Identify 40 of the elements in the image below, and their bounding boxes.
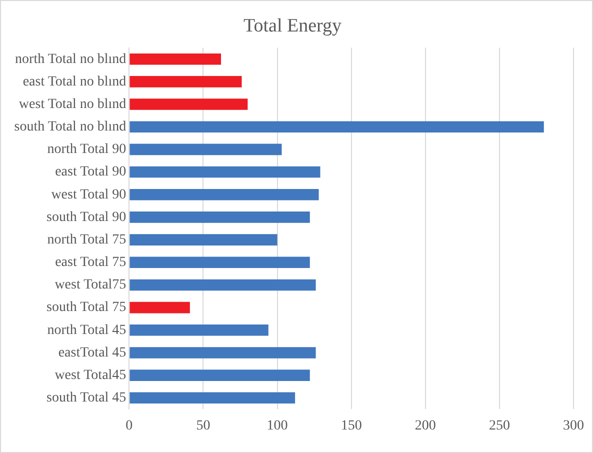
x-tick-label: 150 xyxy=(340,418,362,434)
y-tick-label: south Total no blınd xyxy=(14,120,126,135)
bar xyxy=(130,144,282,156)
bar xyxy=(130,53,222,65)
bar xyxy=(130,166,320,178)
y-tick-label: north Total no blınd xyxy=(15,52,126,67)
bar xyxy=(130,370,310,381)
bar xyxy=(130,324,268,336)
x-tick-label: 50 xyxy=(196,418,210,434)
y-tick-label: north Total 45 xyxy=(47,322,126,338)
y-tick-label: west Total no blınd xyxy=(18,96,126,112)
y-tick-label: south Total 45 xyxy=(46,390,126,406)
bar xyxy=(130,302,190,314)
bar xyxy=(130,212,310,223)
bar xyxy=(130,347,316,358)
bar xyxy=(130,188,319,200)
bar xyxy=(130,98,248,110)
bar xyxy=(130,256,310,268)
y-tick-label: east Total no blınd xyxy=(22,74,126,90)
x-tick-label: 300 xyxy=(563,418,584,434)
y-tick-label: south Total 90 xyxy=(46,210,126,225)
y-tick-label: west Total75 xyxy=(54,278,126,293)
y-tick-label: east Total 90 xyxy=(55,164,126,180)
bar xyxy=(130,121,544,133)
x-tick-label: 100 xyxy=(266,418,288,434)
bar xyxy=(130,234,278,246)
x-tick-label: 0 xyxy=(126,418,133,434)
x-tick-label: 200 xyxy=(414,418,436,434)
y-tick-label: east Total 75 xyxy=(55,255,126,270)
bar xyxy=(130,76,242,88)
bar xyxy=(130,279,316,291)
chart-title: Total Energy xyxy=(243,15,342,36)
y-tick-label: eastTotal 45 xyxy=(58,345,126,360)
y-tick-label: north Total 90 xyxy=(47,142,126,158)
x-tick-label: 250 xyxy=(488,418,510,434)
bar xyxy=(130,392,296,404)
y-tick-label: west Total45 xyxy=(54,368,126,383)
y-tick-label: north Total 75 xyxy=(47,232,126,248)
y-tick-label: south Total 75 xyxy=(46,300,126,316)
y-tick-label: west Total 90 xyxy=(51,187,126,202)
